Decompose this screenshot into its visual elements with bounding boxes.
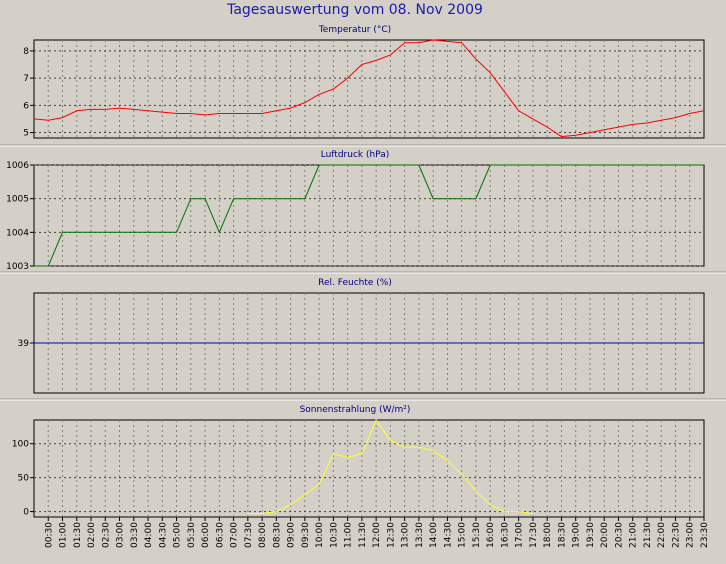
x-tick-label: 04:00 [144, 522, 154, 548]
x-tick-label: 13:30 [415, 522, 425, 548]
x-tick-label: 22:00 [657, 522, 667, 548]
x-tick-label: 17:30 [529, 522, 539, 548]
x-tick-label: 12:00 [372, 522, 382, 548]
x-tick-label: 19:00 [572, 522, 582, 548]
x-tick-label: 10:30 [329, 522, 339, 548]
x-tick-label: 15:30 [472, 522, 482, 548]
chart-panel-radiation: Sonnenstrahlung (W/m²) 0 50 100 [12, 405, 705, 518]
y-tick-label: 0 [23, 508, 29, 518]
x-tick-label: 18:00 [543, 522, 553, 548]
plot-area [33, 419, 705, 518]
chart-panel-temperature: Temperatur (°C) 5 6 7 8 [23, 25, 705, 139]
x-tick-label: 15:00 [458, 522, 468, 548]
x-tick-label: 16:00 [486, 522, 496, 548]
chart-panel-pressure: Luftdruck (hPa) 1003 1004 1005 1006 [6, 150, 705, 272]
x-tick-label: 23:30 [700, 522, 710, 548]
x-tick-label: 06:30 [215, 522, 225, 548]
x-tick-label: 10:00 [315, 522, 325, 548]
x-tick-label: 23:00 [686, 522, 696, 548]
x-tick-label: 02:30 [101, 522, 111, 548]
x-tick-label: 08:30 [272, 522, 282, 548]
x-tick-label: 19:30 [586, 522, 596, 548]
x-tick-label: 21:30 [643, 522, 653, 548]
x-tick-label: 08:00 [258, 522, 268, 548]
y-tick-label: 8 [23, 47, 29, 57]
x-tick-label: 05:30 [187, 522, 197, 548]
series-line-pressure [34, 164, 704, 267]
chart-title: Luftdruck (hPa) [321, 150, 390, 160]
x-tick-label: 11:30 [358, 522, 368, 548]
x-tick-label: 03:30 [130, 522, 140, 548]
x-tick-label: 21:00 [629, 522, 639, 548]
y-tick-label: 7 [23, 74, 29, 84]
y-tick-label: 39 [18, 339, 30, 349]
x-tick-label: 02:00 [87, 522, 97, 548]
x-tick-label: 00:30 [44, 522, 54, 548]
chart-panels: Temperatur (°C) 5 6 7 8 Luftdruck (hPa) 1003 10… [0, 25, 726, 518]
x-tick-label: 04:30 [158, 522, 168, 548]
x-tick-label: 07:00 [230, 522, 240, 548]
x-tick-label: 01:30 [73, 522, 83, 548]
x-tick-label: 16:30 [500, 522, 510, 548]
x-tick-label: 14:30 [443, 522, 453, 548]
x-tick-label: 11:00 [344, 522, 354, 548]
chart-title: Sonnenstrahlung (W/m²) [300, 405, 411, 415]
x-tick-label: 17:00 [515, 522, 525, 548]
x-tick-label: 13:00 [401, 522, 411, 548]
x-tick-label: 12:30 [386, 522, 396, 548]
y-tick-label: 5 [23, 129, 29, 139]
x-tick-label: 03:00 [116, 522, 126, 548]
chart-panel-humidity: Rel. Feuchte (%) 39 [18, 278, 705, 394]
y-tick-label: 1003 [6, 262, 29, 272]
x-tick-label: 09:00 [287, 522, 297, 548]
series-line-temperature [33, 39, 705, 138]
y-tick-label: 100 [12, 440, 29, 450]
x-tick-label: 14:00 [429, 522, 439, 548]
x-tick-label: 20:30 [614, 522, 624, 548]
x-tick-label: 05:00 [173, 522, 183, 548]
y-tick-label: 1004 [6, 228, 29, 238]
x-tick-label: 01:00 [59, 522, 69, 548]
chart-title: Rel. Feuchte (%) [318, 278, 392, 288]
x-tick-label: 20:00 [600, 522, 610, 548]
y-tick-label: 1006 [6, 161, 29, 171]
y-tick-label: 6 [23, 101, 29, 111]
x-tick-label: 18:30 [557, 522, 567, 548]
x-tick-label: 22:30 [671, 522, 681, 548]
series-line-radiation [247, 418, 533, 515]
x-tick-label: 07:30 [244, 522, 254, 548]
y-tick-label: 50 [18, 474, 30, 484]
x-axis: 00:30 01:00 01:30 02:00 02:30 03:00 03:30 04:00… [44, 517, 710, 548]
x-tick-label: 06:00 [201, 522, 211, 548]
page-title: Tagesauswertung vom 08. Nov 2009 [226, 2, 483, 18]
x-tick-label: 09:30 [301, 522, 311, 548]
chart-title: Temperatur (°C) [318, 25, 391, 35]
plot-area [33, 39, 705, 139]
y-tick-label: 1005 [6, 195, 29, 205]
